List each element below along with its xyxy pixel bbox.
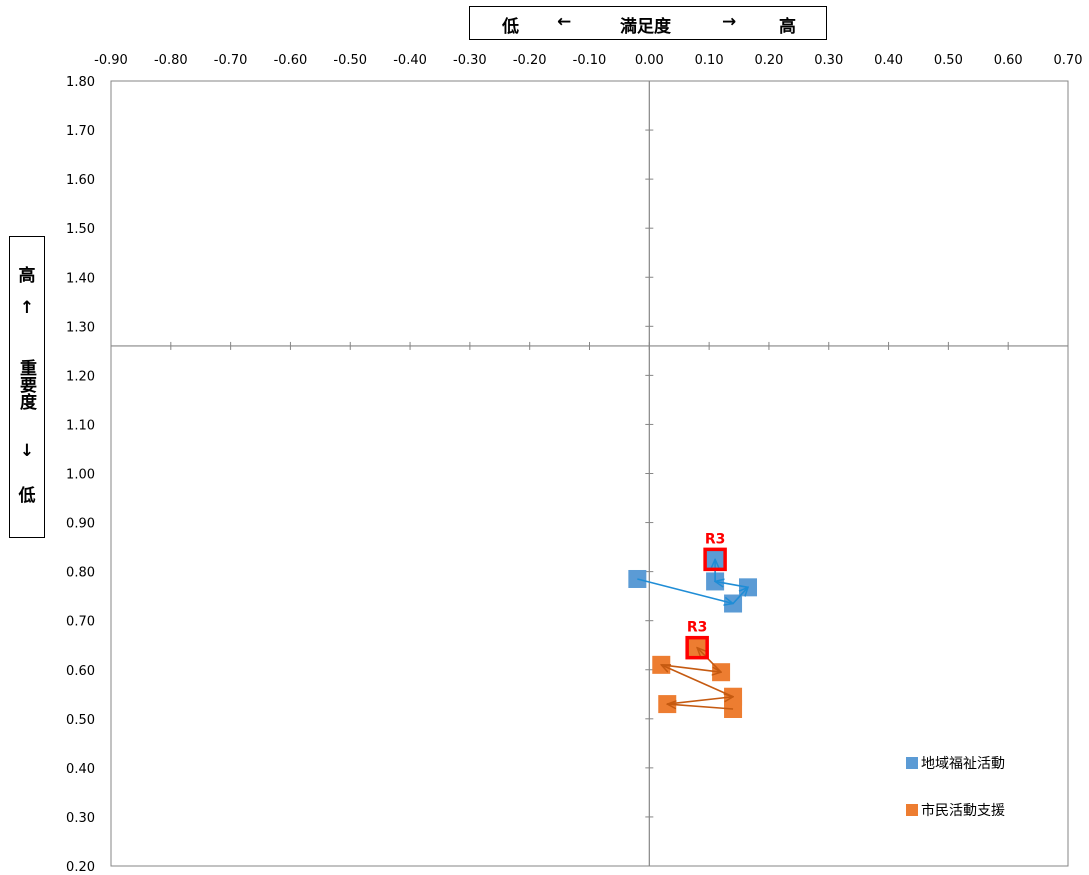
x-tick-label: 0.10 bbox=[695, 53, 724, 68]
x-axis-right-arrow: → bbox=[722, 12, 737, 32]
legend-item-0: 地域福祉活動 bbox=[906, 753, 1005, 773]
latest-point-highlight bbox=[703, 547, 727, 572]
y-tick-label: 1.00 bbox=[66, 468, 95, 483]
x-tick-label: -0.80 bbox=[154, 53, 188, 68]
x-tick-label: -0.90 bbox=[94, 53, 128, 68]
x-axis-left-arrow: ← bbox=[557, 12, 572, 32]
y-tick-label: 1.10 bbox=[66, 418, 95, 433]
x-tick-label: -0.50 bbox=[333, 53, 367, 68]
legend-label-0: 地域福祉活動 bbox=[921, 756, 1005, 772]
legend-label-1: 市民活動支援 bbox=[921, 803, 1005, 819]
x-tick-label: 0.00 bbox=[635, 53, 664, 68]
x-tick-label: 0.20 bbox=[754, 53, 783, 68]
legend-swatch-0 bbox=[906, 757, 918, 769]
x-tick-label: -0.40 bbox=[393, 53, 427, 68]
trend-arrow bbox=[715, 581, 749, 589]
trend-arrow bbox=[667, 704, 734, 710]
x-axis-title-box: 低 ← 満足度 → 高 bbox=[469, 6, 827, 40]
y-axis-high-label: 高 bbox=[18, 266, 36, 286]
legend-swatch-1 bbox=[906, 804, 918, 816]
point-label: R3 bbox=[705, 531, 726, 547]
trend-arrow bbox=[697, 648, 722, 673]
x-tick-label: 0.70 bbox=[1054, 53, 1083, 68]
y-axis-title: 重要度 bbox=[16, 359, 36, 410]
y-tick-label: 1.40 bbox=[66, 271, 95, 286]
x-tick-label: 0.60 bbox=[994, 53, 1023, 68]
y-tick-label: 0.50 bbox=[66, 713, 95, 728]
trend-arrow bbox=[732, 587, 748, 605]
trend-arrow bbox=[637, 578, 733, 604]
y-tick-label: 0.90 bbox=[66, 517, 95, 532]
y-tick-label: 1.20 bbox=[66, 369, 95, 384]
y-tick-label: 1.60 bbox=[66, 173, 95, 188]
series-1: R3 bbox=[652, 620, 743, 718]
x-tick-label: -0.70 bbox=[214, 53, 248, 68]
y-tick-label: 1.80 bbox=[66, 75, 95, 90]
y-tick-label: 1.30 bbox=[66, 320, 95, 335]
y-tick-label: 0.20 bbox=[66, 860, 95, 875]
y-tick-label: 0.70 bbox=[66, 615, 95, 630]
y-axis-down-arrow: ↓ bbox=[19, 441, 35, 461]
x-tick-label: 0.40 bbox=[874, 53, 903, 68]
series-0: R3 bbox=[628, 531, 758, 613]
trend-arrow bbox=[667, 697, 733, 705]
point-label: R3 bbox=[687, 620, 708, 636]
x-tick-label: -0.20 bbox=[513, 53, 547, 68]
legend-item-1: 市民活動支援 bbox=[906, 800, 1005, 820]
x-tick-label: -0.30 bbox=[453, 53, 487, 68]
y-axis-title-box: 高 ↑ 重要度 ↓ 低 bbox=[9, 236, 45, 538]
x-tick-label: -0.10 bbox=[573, 53, 607, 68]
x-tick-label: 0.30 bbox=[814, 53, 843, 68]
plot-area bbox=[110, 80, 1069, 867]
y-tick-label: 1.50 bbox=[66, 222, 95, 237]
y-tick-label: 0.40 bbox=[66, 762, 95, 777]
y-axis-low-label: 低 bbox=[18, 486, 36, 506]
trend-arrow bbox=[661, 665, 734, 698]
y-tick-label: 0.30 bbox=[66, 811, 95, 826]
y-tick-label: 0.80 bbox=[66, 566, 95, 581]
x-axis-high-label: 高 bbox=[779, 17, 796, 37]
y-tick-label: 0.60 bbox=[66, 664, 95, 679]
y-axis-up-arrow: ↑ bbox=[19, 298, 35, 318]
latest-point-highlight bbox=[685, 635, 709, 660]
trend-arrow bbox=[661, 664, 721, 672]
x-tick-label: 0.50 bbox=[934, 53, 963, 68]
x-tick-label: -0.60 bbox=[274, 53, 308, 68]
x-axis-title: 満足度 bbox=[620, 17, 671, 37]
y-tick-label: 1.70 bbox=[66, 124, 95, 139]
x-axis-low-label: 低 bbox=[502, 17, 519, 37]
